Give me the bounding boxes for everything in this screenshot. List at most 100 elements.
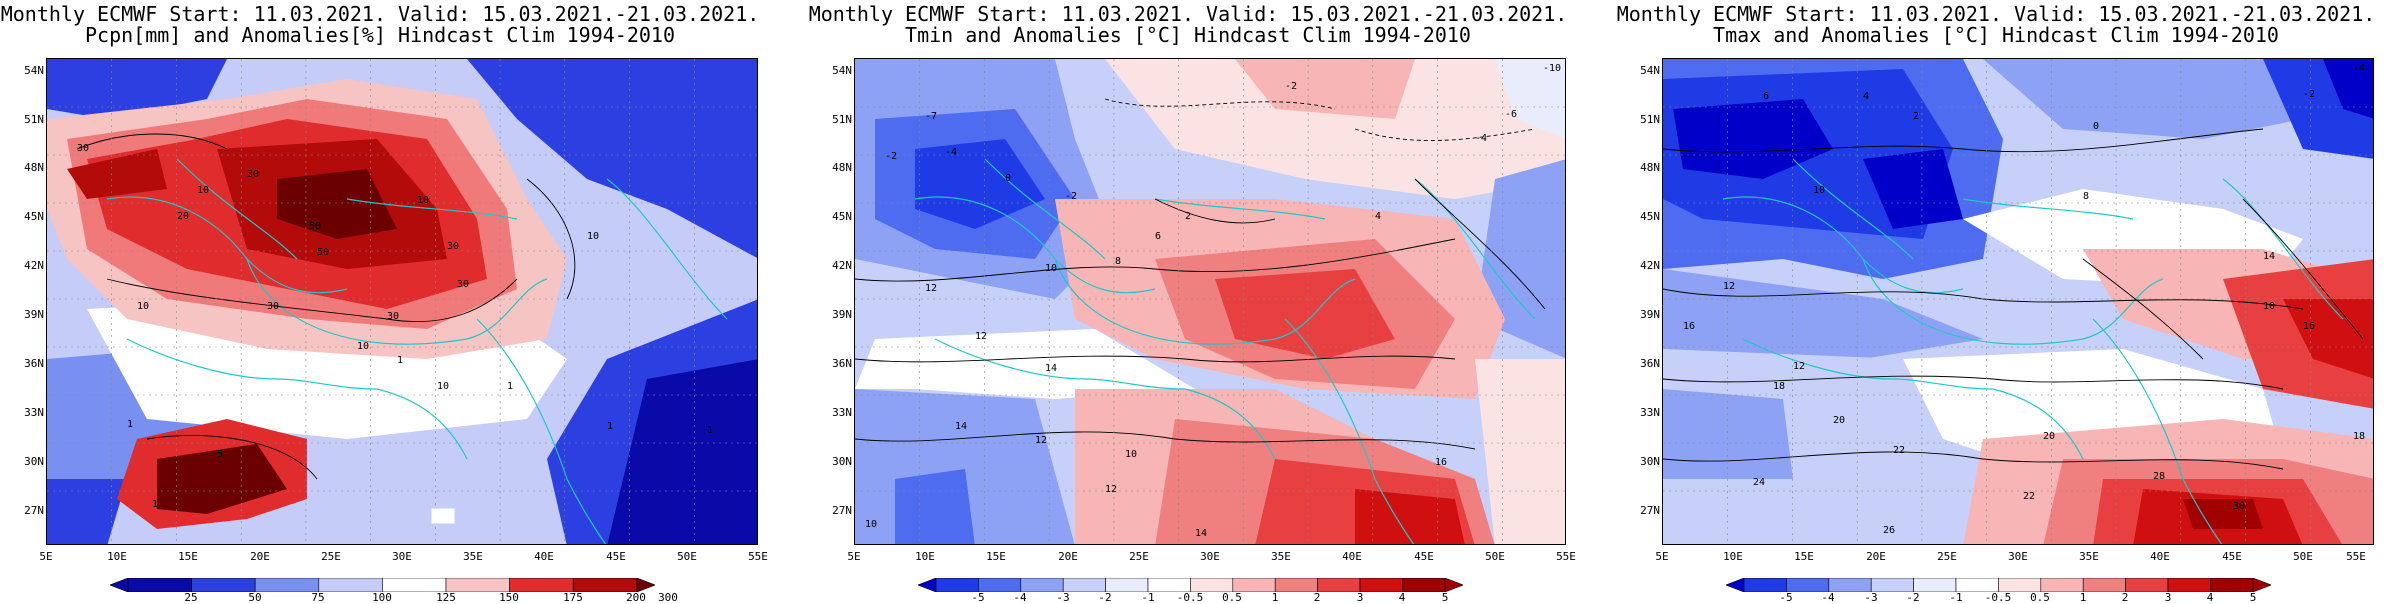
- contour-label: 1: [707, 425, 713, 436]
- lat-label: 36N: [832, 357, 852, 370]
- contour-label: 16: [1435, 457, 1447, 468]
- lon-label: 35E: [1271, 550, 1291, 563]
- colorbar-tick: -5: [971, 591, 985, 604]
- tmax-colorbar: [1726, 578, 2271, 592]
- contour-label: 10: [2263, 301, 2275, 312]
- colorbar-tick: -0.5: [1984, 591, 2012, 604]
- colorbar-tick: -4: [1821, 591, 1835, 604]
- precip-field: 30 10 30 50 10 30 30 50 30 10 20 30 10 1…: [47, 59, 757, 544]
- panel-title-line1: Monthly ECMWF Start: 11.03.2021. Valid: …: [0, 2, 760, 26]
- contour-label: 4: [1375, 211, 1381, 222]
- lat-label: 48N: [24, 161, 44, 174]
- tmin-panel: Monthly ECMWF Start: 11.03.2021. Valid: …: [808, 0, 1576, 604]
- panel-title-line1: Monthly ECMWF Start: 11.03.2021. Valid: …: [1616, 2, 2376, 26]
- lat-label: 45N: [1640, 210, 1660, 223]
- colorbar-tick: 0.5: [1222, 591, 1242, 604]
- contour-label: 18: [2353, 431, 2365, 442]
- lon-label: 20E: [1866, 550, 1886, 563]
- contour-label: 10: [357, 341, 369, 352]
- contour-label: 10: [1125, 449, 1137, 460]
- contour-label: 10: [1045, 263, 1057, 274]
- lat-label: 33N: [24, 406, 44, 419]
- contour-label: 30: [247, 169, 259, 180]
- contour-label: 18: [1773, 381, 1785, 392]
- tmin-colorbar: [918, 578, 1463, 592]
- contour-label: -2: [1065, 191, 1077, 202]
- contour-label: 12: [1793, 361, 1805, 372]
- tmin-field: -10 -2 -6 -4 -7 -2 -4 -2 0 2 4 6 8 10 12…: [855, 59, 1565, 544]
- panel-title-line1: Monthly ECMWF Start: 11.03.2021. Valid: …: [808, 2, 1568, 26]
- lat-label: 42N: [24, 259, 44, 272]
- contour-label: -6: [1505, 109, 1517, 120]
- lon-label: 5E: [39, 550, 53, 563]
- lat-label: 54N: [832, 64, 852, 77]
- lat-label: 33N: [832, 406, 852, 419]
- lon-label: 35E: [2079, 550, 2099, 563]
- contour-label: -10: [1543, 63, 1561, 74]
- lat-label: 51N: [24, 113, 44, 126]
- lat-label: 27N: [24, 504, 44, 517]
- colorbar-tick: -3: [1056, 591, 1070, 604]
- contour-label: 10: [137, 301, 149, 312]
- contour-label: 50: [317, 247, 329, 258]
- contour-label: 1: [152, 499, 158, 510]
- panel-title-line2: Tmax and Anomalies [°C] Hindcast Clim 19…: [1713, 23, 2279, 47]
- contour-label: 5: [217, 449, 223, 460]
- colorbar-tick: 5: [2249, 591, 2257, 604]
- lon-label: 5E: [1655, 550, 1669, 563]
- colorbar-tick: 1: [1271, 591, 1279, 604]
- lon-label: 45E: [2222, 550, 2242, 563]
- contour-label: 28: [2153, 471, 2165, 482]
- lat-label: 30N: [832, 455, 852, 468]
- contour-label: -4: [945, 147, 957, 158]
- colorbar-tick: 4: [1398, 591, 1406, 604]
- colorbar-tick: -5: [1779, 591, 1793, 604]
- tmax-map: -4 -2 0 2 4 6 8 10 12 14 16 18 20 22 24 …: [1662, 58, 2374, 545]
- contour-label: -2: [1285, 81, 1297, 92]
- colorbar-tick: 2: [1313, 591, 1321, 604]
- contour-label: 1: [607, 421, 613, 432]
- contour-label: 6: [1155, 231, 1161, 242]
- lat-label: 36N: [24, 357, 44, 370]
- colorbar-tick: 75: [311, 591, 325, 604]
- colorbar-tick: 1: [2079, 591, 2087, 604]
- lon-label: 50E: [677, 550, 697, 563]
- contour-label: 24: [1753, 477, 1765, 488]
- contour-label: 12: [1723, 281, 1735, 292]
- lat-label: 48N: [1640, 161, 1660, 174]
- lon-label: 25E: [1937, 550, 1957, 563]
- contour-label: 12: [975, 331, 987, 342]
- contour-label: 30: [447, 241, 459, 252]
- lon-label: 5E: [847, 550, 861, 563]
- contour-label: 20: [177, 211, 189, 222]
- contour-label: 8: [1115, 256, 1121, 267]
- tmax-field: -4 -2 0 2 4 6 8 10 12 14 16 18 20 22 24 …: [1663, 59, 2373, 544]
- contour-label: 30: [267, 301, 279, 312]
- contour-label: 12: [1035, 435, 1047, 446]
- colorbar-tick: 3: [2164, 591, 2172, 604]
- colorbar-tick: 5: [1441, 591, 1449, 604]
- contour-label: 1: [397, 355, 403, 366]
- contour-label: 10: [587, 231, 599, 242]
- lon-label: 55E: [748, 550, 768, 563]
- colorbar-tick: 150: [499, 591, 519, 604]
- lon-label: 45E: [606, 550, 626, 563]
- contour-label: 8: [2083, 191, 2089, 202]
- lat-label: 54N: [24, 64, 44, 77]
- contour-label: 14: [1045, 363, 1057, 374]
- contour-label: 22: [2023, 491, 2035, 502]
- contour-label: 16: [2303, 321, 2315, 332]
- panel-title-line2: Tmin and Anomalies [°C] Hindcast Clim 19…: [905, 23, 1471, 47]
- contour-label: 14: [1195, 528, 1207, 539]
- contour-label: 30: [387, 311, 399, 322]
- contour-label: 0: [1005, 173, 1011, 184]
- contour-label: 2: [1913, 111, 1919, 122]
- lat-label: 42N: [1640, 259, 1660, 272]
- lat-label: 33N: [1640, 406, 1660, 419]
- colorbar-tick: -4: [1013, 591, 1027, 604]
- colorbar-tick: 125: [436, 591, 456, 604]
- colorbar-tick: 4: [2206, 591, 2214, 604]
- lon-label: 40E: [1342, 550, 1362, 563]
- contour-label: 14: [955, 421, 967, 432]
- contour-label: 30: [77, 143, 89, 154]
